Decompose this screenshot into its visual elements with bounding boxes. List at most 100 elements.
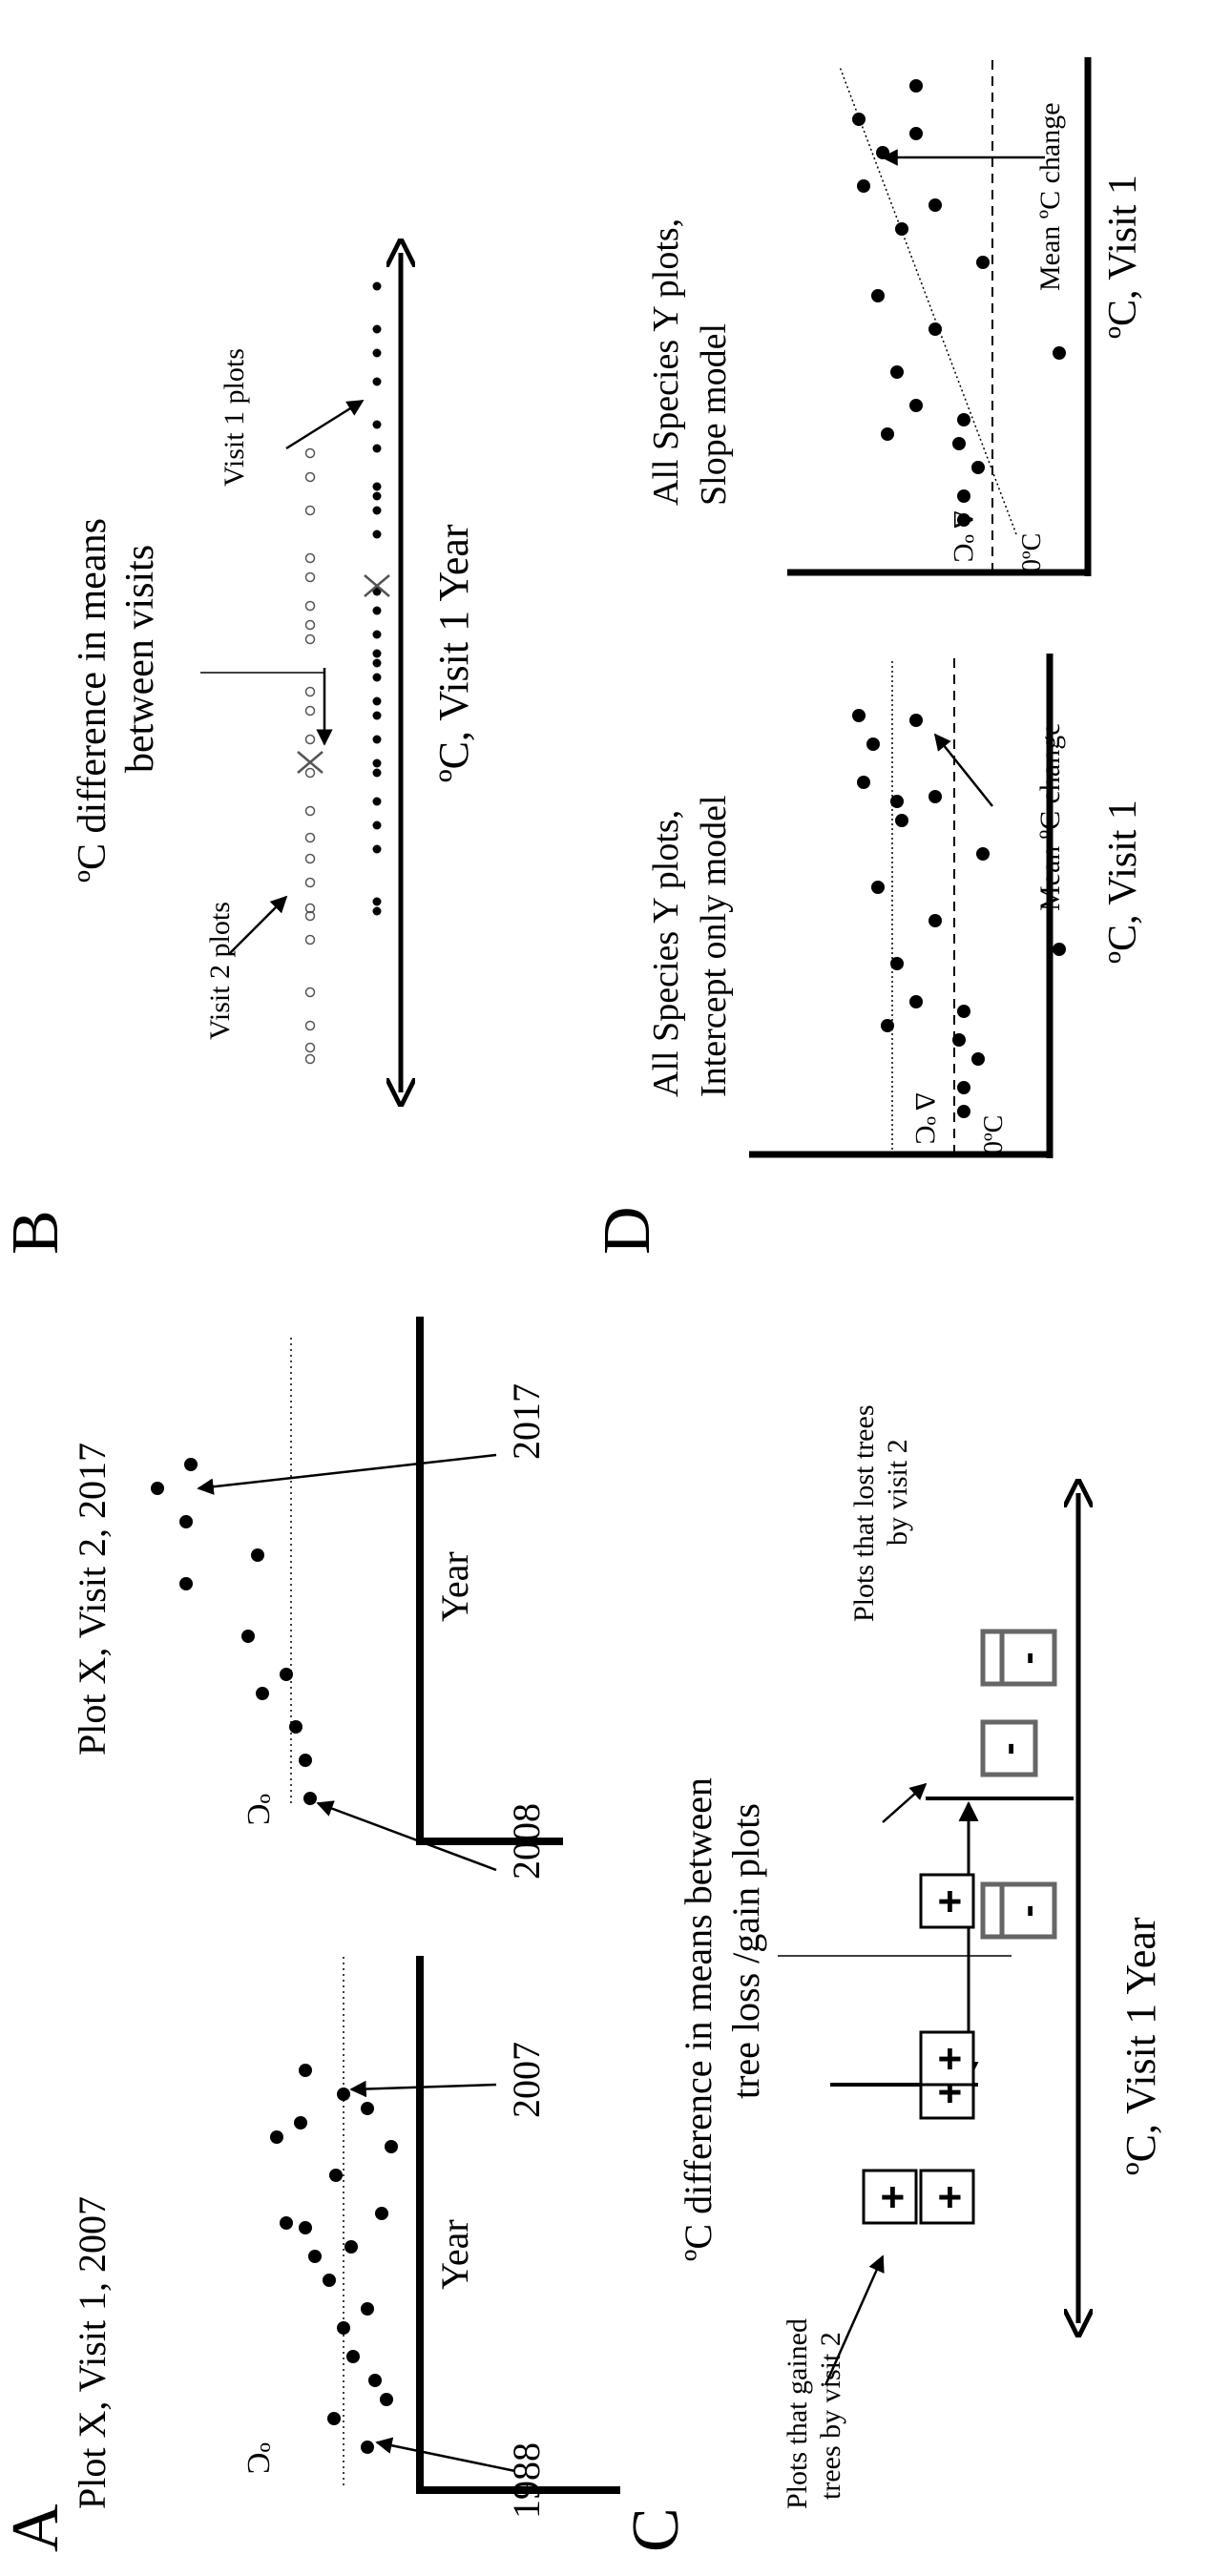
data-point xyxy=(294,2116,307,2129)
plot-visit2-title: Plot X, Visit 2, 2017 xyxy=(71,1443,114,1755)
data-point xyxy=(895,222,908,236)
plot-visit2-points xyxy=(151,1458,317,1805)
data-point xyxy=(928,914,942,927)
data-point xyxy=(1053,943,1066,956)
visit2-point xyxy=(304,903,316,914)
data-point xyxy=(368,2374,382,2387)
data-point xyxy=(957,1005,970,1018)
visit2-point xyxy=(304,471,316,483)
svg-text:-: - xyxy=(1007,1904,1049,1917)
visit1-point xyxy=(372,821,382,830)
data-point xyxy=(151,1482,164,1495)
data-point xyxy=(976,847,990,861)
visit1-point xyxy=(372,658,382,668)
visit2-point xyxy=(304,734,316,745)
data-point xyxy=(871,289,885,302)
plot-visit1-y-label: ºC xyxy=(240,2442,276,2474)
svg-text:-: - xyxy=(1007,1652,1049,1664)
intercept-annotation-arrow xyxy=(933,733,993,807)
data-point xyxy=(857,179,870,193)
panel-b: B ºC difference in means between visits … xyxy=(0,253,477,1255)
visit1-point xyxy=(372,630,382,639)
gain-plot-boxes: + + + + + xyxy=(862,1873,975,2225)
visit1-point xyxy=(372,735,382,744)
loss-plot-box: - xyxy=(999,1629,1057,1687)
visit1-point xyxy=(372,897,382,906)
panel-d-slope-plot: All Species Y plots, Slope model Δ ºC 0º… xyxy=(646,57,1145,576)
data-point xyxy=(952,1033,966,1047)
visit2-point xyxy=(304,686,316,697)
visit2-point xyxy=(304,934,316,945)
visit1-point xyxy=(372,506,382,515)
gain-plot-box: + xyxy=(919,1873,975,1929)
visit2-point xyxy=(304,877,316,888)
data-point xyxy=(928,198,942,212)
visit2-point xyxy=(304,505,316,516)
data-point xyxy=(871,881,885,894)
data-point xyxy=(852,709,866,722)
data-point xyxy=(251,1548,264,1562)
plot-visit2-start-arrow xyxy=(316,1800,497,1872)
data-point xyxy=(957,1105,970,1118)
gained-pointer-arrow xyxy=(824,2254,885,2386)
visit1-point xyxy=(372,696,382,706)
visit1-point xyxy=(372,768,382,778)
data-point xyxy=(280,1668,293,1681)
lost-pointer-arrow xyxy=(882,1782,928,1823)
data-point xyxy=(857,776,870,789)
visit1-point xyxy=(372,491,382,501)
visit1-point xyxy=(372,420,382,429)
visit1-point xyxy=(372,324,382,334)
intercept-title-line1: All Species Y plots, xyxy=(646,810,686,1097)
data-point xyxy=(327,2412,341,2425)
panel-d: D All Species Y plots, Intercept only mo… xyxy=(591,57,1145,1255)
visit2-mean-marker xyxy=(297,751,323,774)
data-point xyxy=(895,814,908,827)
visit1-point xyxy=(372,758,382,768)
slope-points xyxy=(852,79,1066,527)
visit2-point xyxy=(304,619,316,631)
visit1-point xyxy=(372,906,382,916)
data-point xyxy=(957,489,970,503)
visit1-point xyxy=(372,844,382,854)
intercept-title-line2: Intercept only model xyxy=(694,795,734,1097)
visit2-point xyxy=(304,767,316,779)
data-point xyxy=(928,790,942,803)
plot-visit2-end-arrow xyxy=(197,1453,497,1495)
visit2-point xyxy=(304,634,316,645)
data-point xyxy=(299,2064,312,2077)
panel-d-letter: D xyxy=(591,1206,664,1255)
visit2-pointer-arrow xyxy=(228,895,288,955)
visit1-point xyxy=(372,711,382,720)
panel-c-axis-label: ºC, Visit 1 Year xyxy=(1117,1917,1164,2175)
data-point xyxy=(329,2169,343,2182)
visit2-plots-label: Visit 2 plots xyxy=(204,902,236,1040)
data-point xyxy=(361,2102,374,2115)
data-point xyxy=(270,2130,283,2144)
intercept-x-label: ºC, Visit 1 xyxy=(1101,800,1145,964)
visit1-point xyxy=(372,606,382,615)
visit1-point xyxy=(372,587,382,596)
slope-title-line2: Slope model xyxy=(694,323,734,506)
data-point xyxy=(346,2350,360,2363)
data-point xyxy=(909,995,923,1008)
visit2-point xyxy=(304,1042,316,1053)
visit2-point xyxy=(304,552,316,564)
data-point xyxy=(361,2302,374,2316)
data-point xyxy=(957,1081,970,1094)
svg-text:-: - xyxy=(988,1742,1030,1755)
data-point xyxy=(881,427,894,441)
data-point xyxy=(280,2216,293,2230)
panel-a-plot-visit1: Plot X, Visit 1, 2007 ºC Year 1988 2007 xyxy=(71,1956,620,2519)
data-point xyxy=(256,1687,269,1700)
svg-text:+: + xyxy=(927,1889,973,1914)
loss-plot-box: - xyxy=(980,1719,1038,1777)
panel-a-plot-visit2: Plot X, Visit 2, 2017 ºC Year 2008 2017 xyxy=(71,1317,563,1880)
visit2-point xyxy=(304,910,316,922)
visit1-point xyxy=(372,444,382,453)
plot-visit2-x-label: Year xyxy=(433,1551,476,1622)
data-point xyxy=(299,2221,312,2234)
plot-visit2-tick-end: 2017 xyxy=(505,1383,548,1460)
plot-visit1-title: Plot X, Visit 1, 2007 xyxy=(71,2196,114,2509)
visit1-point xyxy=(372,348,382,358)
